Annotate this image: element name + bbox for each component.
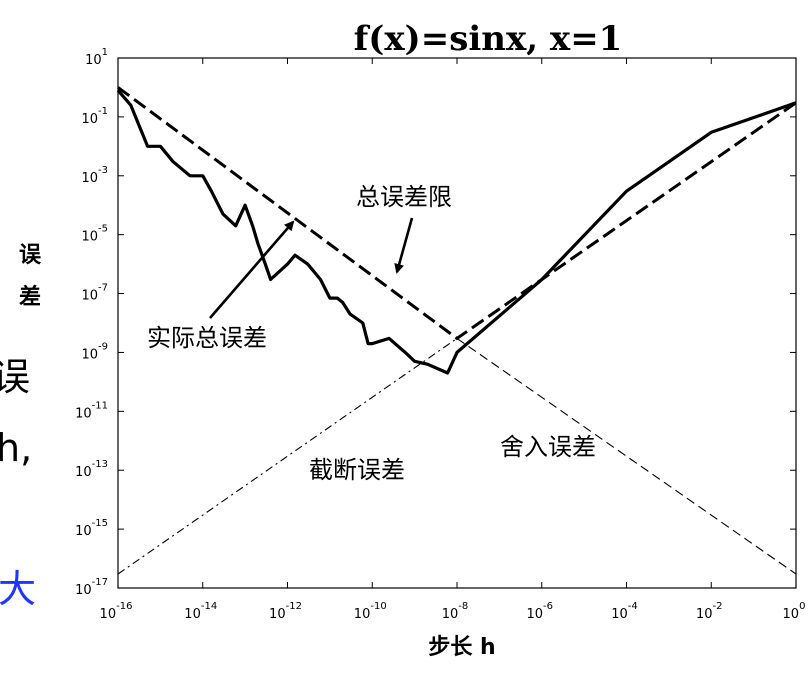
x-tick-label: 10-10 — [354, 601, 387, 622]
series-rounding_error — [456, 337, 797, 575]
slide-fragment-2: h, — [0, 426, 33, 470]
annotation-arrow-bound_label — [394, 217, 414, 274]
x-tick-label: 10-14 — [184, 601, 217, 622]
y-tick-label: 10-13 — [75, 459, 108, 480]
series-truncation_error — [117, 337, 458, 575]
y-tick-label: 10-5 — [81, 224, 108, 245]
y-tick-label: 10-11 — [75, 400, 108, 421]
annotation-arrow-actual_label — [209, 220, 295, 319]
x-tick-label: 10-12 — [269, 601, 302, 622]
y-axis-title-char: 误 — [19, 243, 42, 268]
x-tick-label: 100 — [783, 601, 806, 622]
annotation-actual_label: 实际总误差 — [147, 324, 267, 352]
y-tick-label: 10-17 — [75, 577, 108, 598]
x-tick-label: 10-4 — [611, 601, 638, 622]
x-tick-label: 10-8 — [442, 601, 469, 622]
y-axis-title-char: 差 — [19, 284, 41, 310]
y-tick-label: 10-3 — [81, 165, 108, 186]
annotation-rounding_label: 舍入误差 — [500, 433, 596, 461]
x-tick-label: 10-2 — [696, 601, 723, 622]
plot-frame — [117, 57, 797, 589]
annotation-bound_label: 总误差限 — [356, 183, 452, 211]
x-tick-label: 10-6 — [526, 601, 553, 622]
series-layer — [116, 86, 797, 575]
annotation-truncation_label: 截断误差 — [309, 456, 405, 484]
series-actual_total_error — [116, 89, 797, 375]
y-tick-label: 101 — [85, 47, 108, 68]
axis-ticks: 10-16 10-14 10-12 10-10 10-8 10-6 10-4 10-2 100 1… — [75, 47, 805, 622]
x-tick-label: 10-16 — [100, 601, 133, 622]
slide-fragment-3: 大 — [0, 567, 37, 611]
chart-title: f(x)=sinx, x=1 — [354, 19, 623, 59]
y-tick-label: 10-15 — [75, 518, 108, 539]
y-tick-label: 10-9 — [81, 341, 108, 362]
y-tick-label: 10-7 — [81, 283, 108, 304]
y-tick-label: 10-1 — [81, 106, 108, 127]
y-axis-title: 误差 — [19, 243, 42, 310]
slide-fragment-1: 误 — [0, 355, 30, 399]
x-axis-title: 步长 h — [428, 634, 495, 660]
